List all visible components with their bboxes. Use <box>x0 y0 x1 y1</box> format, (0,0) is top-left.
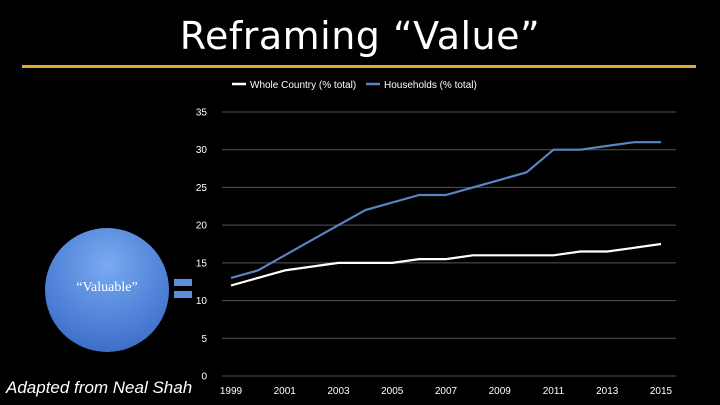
x-tick-label: 2007 <box>435 386 458 397</box>
x-tick-label: 2003 <box>327 386 350 397</box>
y-tick-label: 30 <box>196 145 208 156</box>
y-tick-label: 0 <box>201 372 207 383</box>
legend-label: Whole Country (% total) <box>250 80 356 91</box>
equals-sign-bottom-bar <box>174 291 192 298</box>
x-tick-label: 2011 <box>543 386 565 397</box>
series-line-households <box>230 141 661 279</box>
y-tick-label: 10 <box>196 296 208 307</box>
y-tick-label: 15 <box>196 258 208 269</box>
chart-gridlines <box>222 111 676 377</box>
x-tick-label: 1999 <box>220 386 243 397</box>
slide-title: Reframing “Value” <box>179 14 541 58</box>
y-tick-label: 25 <box>196 183 208 194</box>
equals-sign-top-bar <box>174 279 192 286</box>
x-axis-ticks: 1999 2001 2003 2005 2007 2009 2011 2013 2015 <box>220 386 673 397</box>
series-line-whole-country <box>230 242 662 287</box>
source-caption: Adapted from Neal Shah <box>6 378 193 397</box>
y-tick-label: 20 <box>196 221 208 232</box>
y-tick-label: 35 <box>196 108 208 119</box>
title-underline <box>22 65 696 68</box>
chart-series <box>230 141 662 287</box>
x-tick-label: 2001 <box>274 386 297 397</box>
chart-legend: Whole Country (% total) Households (% tot… <box>232 80 477 91</box>
x-tick-label: 2009 <box>489 386 512 397</box>
x-tick-label: 2015 <box>650 386 673 397</box>
x-tick-label: 2005 <box>381 386 404 397</box>
y-tick-label: 5 <box>201 334 207 345</box>
legend-label: Households (% total) <box>384 80 477 91</box>
circle-label: “Valuable” <box>76 280 138 295</box>
y-axis-ticks: 0 5 10 15 20 25 30 35 <box>196 108 208 383</box>
valuable-circle: “Valuable” <box>45 228 169 352</box>
x-tick-label: 2013 <box>596 386 619 397</box>
